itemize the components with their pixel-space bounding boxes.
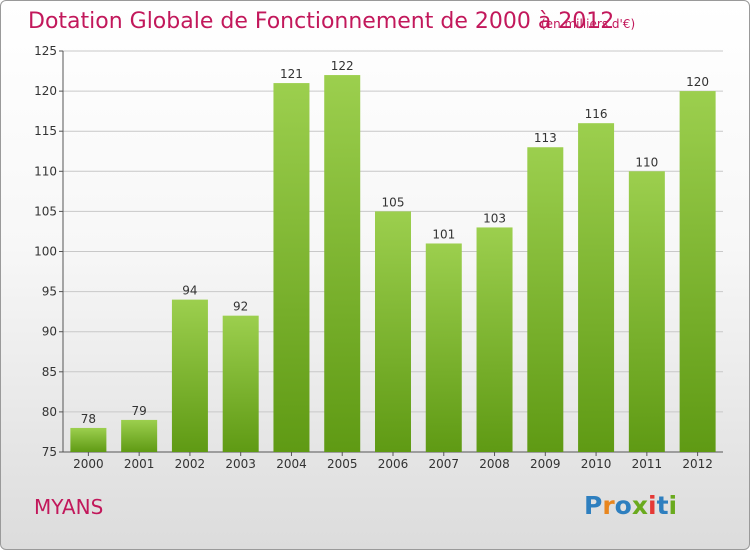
x-tick-label: 2008: [479, 457, 510, 471]
y-tick-label: 125: [34, 44, 57, 58]
data-label: 92: [233, 300, 248, 314]
bar: [679, 91, 716, 452]
y-tick-label: 75: [42, 445, 57, 459]
logo-letter: t: [656, 491, 669, 520]
data-label: 116: [585, 107, 608, 121]
y-tick-label: 80: [42, 405, 57, 419]
logo-letter: o: [614, 491, 632, 520]
data-label: 101: [432, 227, 455, 241]
y-tick-label: 105: [34, 204, 57, 218]
data-label: 122: [331, 59, 354, 73]
logo-letter: i: [648, 491, 657, 520]
logo-letter: r: [602, 491, 615, 520]
y-tick-label: 115: [34, 124, 57, 138]
bar: [578, 123, 615, 453]
data-label: 94: [182, 284, 197, 298]
data-label: 110: [635, 155, 658, 169]
x-tick-label: 2009: [530, 457, 561, 471]
x-tick-label: 2010: [581, 457, 612, 471]
data-label: 105: [382, 195, 405, 209]
logo-letter: x: [631, 491, 648, 520]
x-tick-label: 2004: [276, 457, 307, 471]
logo-letter: P: [584, 491, 603, 520]
bar: [628, 171, 665, 453]
data-label: 79: [132, 404, 147, 418]
bar: [70, 427, 107, 452]
y-tick-label: 95: [42, 285, 57, 299]
bar: [121, 419, 158, 452]
bar: [527, 147, 564, 453]
x-tick-label: 2001: [124, 457, 155, 471]
data-label: 121: [280, 67, 303, 81]
bar: [476, 227, 513, 452]
commune-name: MYANS: [34, 495, 104, 519]
bar: [222, 315, 259, 452]
data-label: 78: [81, 412, 96, 426]
bar: [273, 83, 310, 452]
proxiti-logo[interactable]: Proxiti: [584, 491, 677, 520]
chart-subtitle: (en milliers d'€): [541, 17, 636, 31]
y-tick-label: 110: [34, 164, 57, 178]
x-tick-label: 2002: [175, 457, 206, 471]
bar: [171, 299, 208, 452]
x-tick-label: 2005: [327, 457, 358, 471]
x-tick-label: 2007: [428, 457, 459, 471]
y-tick-label: 85: [42, 365, 57, 379]
chart-title: Dotation Globale de Fonctionnement de 20…: [28, 9, 615, 34]
x-tick-label: 2012: [682, 457, 713, 471]
y-tick-label: 120: [34, 84, 57, 98]
data-label: 120: [686, 75, 709, 89]
x-tick-label: 2011: [632, 457, 663, 471]
y-tick-label: 100: [34, 245, 57, 259]
x-tick-label: 2000: [73, 457, 104, 471]
data-label: 103: [483, 211, 506, 225]
x-tick-label: 2006: [378, 457, 409, 471]
bar: [324, 75, 361, 452]
logo-letter: i: [668, 491, 678, 520]
bar: [375, 211, 411, 452]
y-tick-label: 90: [42, 325, 57, 339]
x-tick-label: 2003: [225, 457, 256, 471]
data-label: 113: [534, 131, 557, 145]
bar: [425, 243, 462, 452]
